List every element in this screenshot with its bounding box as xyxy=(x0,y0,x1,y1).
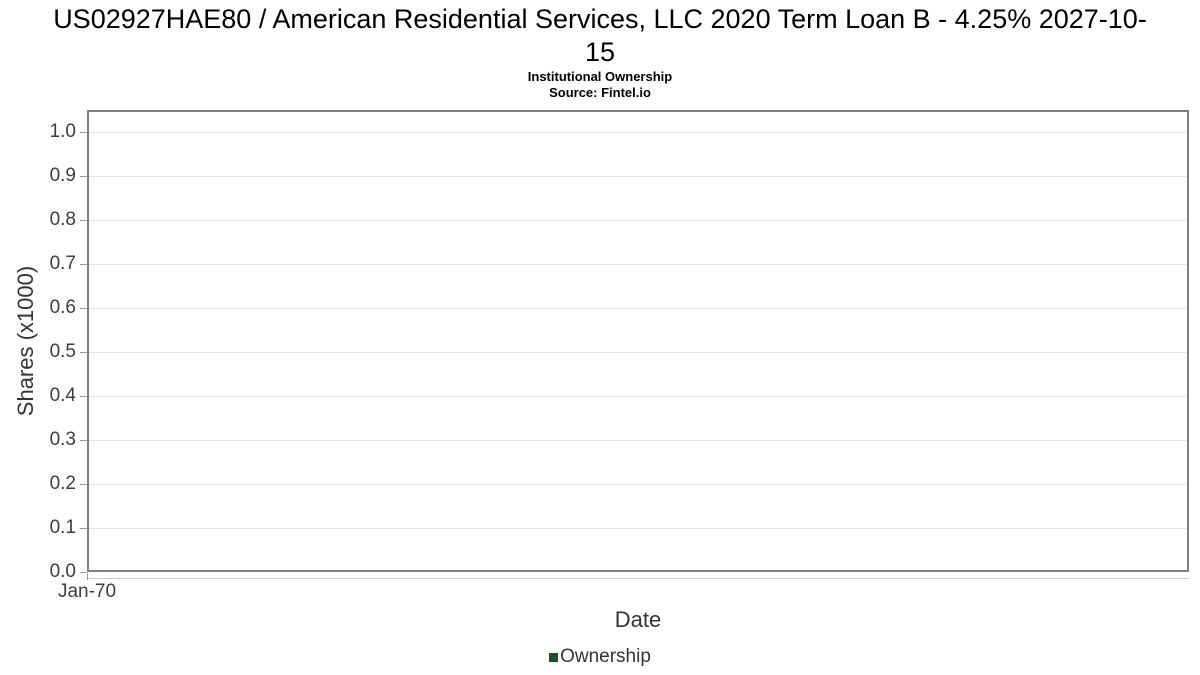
legend-label: Ownership xyxy=(560,646,651,667)
legend: Ownership xyxy=(0,645,1200,669)
y-tick-label-0.3: 0.3 xyxy=(49,429,76,450)
y-tick-mark-0.5 xyxy=(80,352,87,353)
y-axis-title: Shares (x1000) xyxy=(13,265,38,417)
gridline-y-0.1 xyxy=(89,528,1187,529)
plot-area xyxy=(87,110,1189,572)
y-tick-label-0.1: 0.1 xyxy=(49,517,76,538)
chart-subtitle: Institutional Ownership xyxy=(527,69,673,84)
y-tick-label-0.2: 0.2 xyxy=(49,473,76,494)
legend-marker-square-icon xyxy=(549,653,559,662)
x-axis-line xyxy=(87,578,1189,579)
y-tick-mark-0.8 xyxy=(80,220,87,221)
gridline-y-0.7 xyxy=(89,264,1187,265)
x-tick-label: Jan-70 xyxy=(57,581,117,602)
y-tick-label-1.0: 1.0 xyxy=(49,121,76,142)
y-tick-label-0.4: 0.4 xyxy=(49,385,76,406)
gridline-y-0.5 xyxy=(89,352,1187,353)
y-tick-mark-1.0 xyxy=(80,132,87,133)
y-tick-mark-0.7 xyxy=(80,264,87,265)
gridline-y-0.4 xyxy=(89,396,1187,397)
chart-title: US02927HAE80 / American Residential Serv… xyxy=(53,4,1147,67)
y-tick-mark-0.4 xyxy=(80,396,87,397)
gridline-y-0.9 xyxy=(89,176,1187,177)
gridline-y-0.3 xyxy=(89,440,1187,441)
y-tick-label-0.8: 0.8 xyxy=(49,209,76,230)
y-tick-label-0.6: 0.6 xyxy=(49,297,76,318)
y-tick-mark-0.3 xyxy=(80,440,87,441)
chart-source: Source: Fintel.io xyxy=(549,85,651,100)
y-tick-mark-0.6 xyxy=(80,308,87,309)
y-tick-mark-0.1 xyxy=(80,528,87,529)
legend-item-ownership: Ownership xyxy=(549,645,651,669)
y-tick-label-0.9: 0.9 xyxy=(49,165,76,186)
gridline-y-0.2 xyxy=(89,484,1187,485)
y-tick-label-0.5: 0.5 xyxy=(49,341,76,362)
gridline-y-1.0 xyxy=(89,132,1187,133)
gridline-y-0.6 xyxy=(89,308,1187,309)
y-tick-mark-0.2 xyxy=(80,484,87,485)
y-tick-mark-0.0 xyxy=(80,572,87,573)
y-tick-label-0.7: 0.7 xyxy=(49,253,76,274)
y-tick-label-0.0: 0.0 xyxy=(49,561,76,582)
gridline-y-0.8 xyxy=(89,220,1187,221)
x-axis-title: Date xyxy=(614,607,662,632)
x-tick-mark xyxy=(87,573,88,580)
y-tick-mark-0.9 xyxy=(80,176,87,177)
